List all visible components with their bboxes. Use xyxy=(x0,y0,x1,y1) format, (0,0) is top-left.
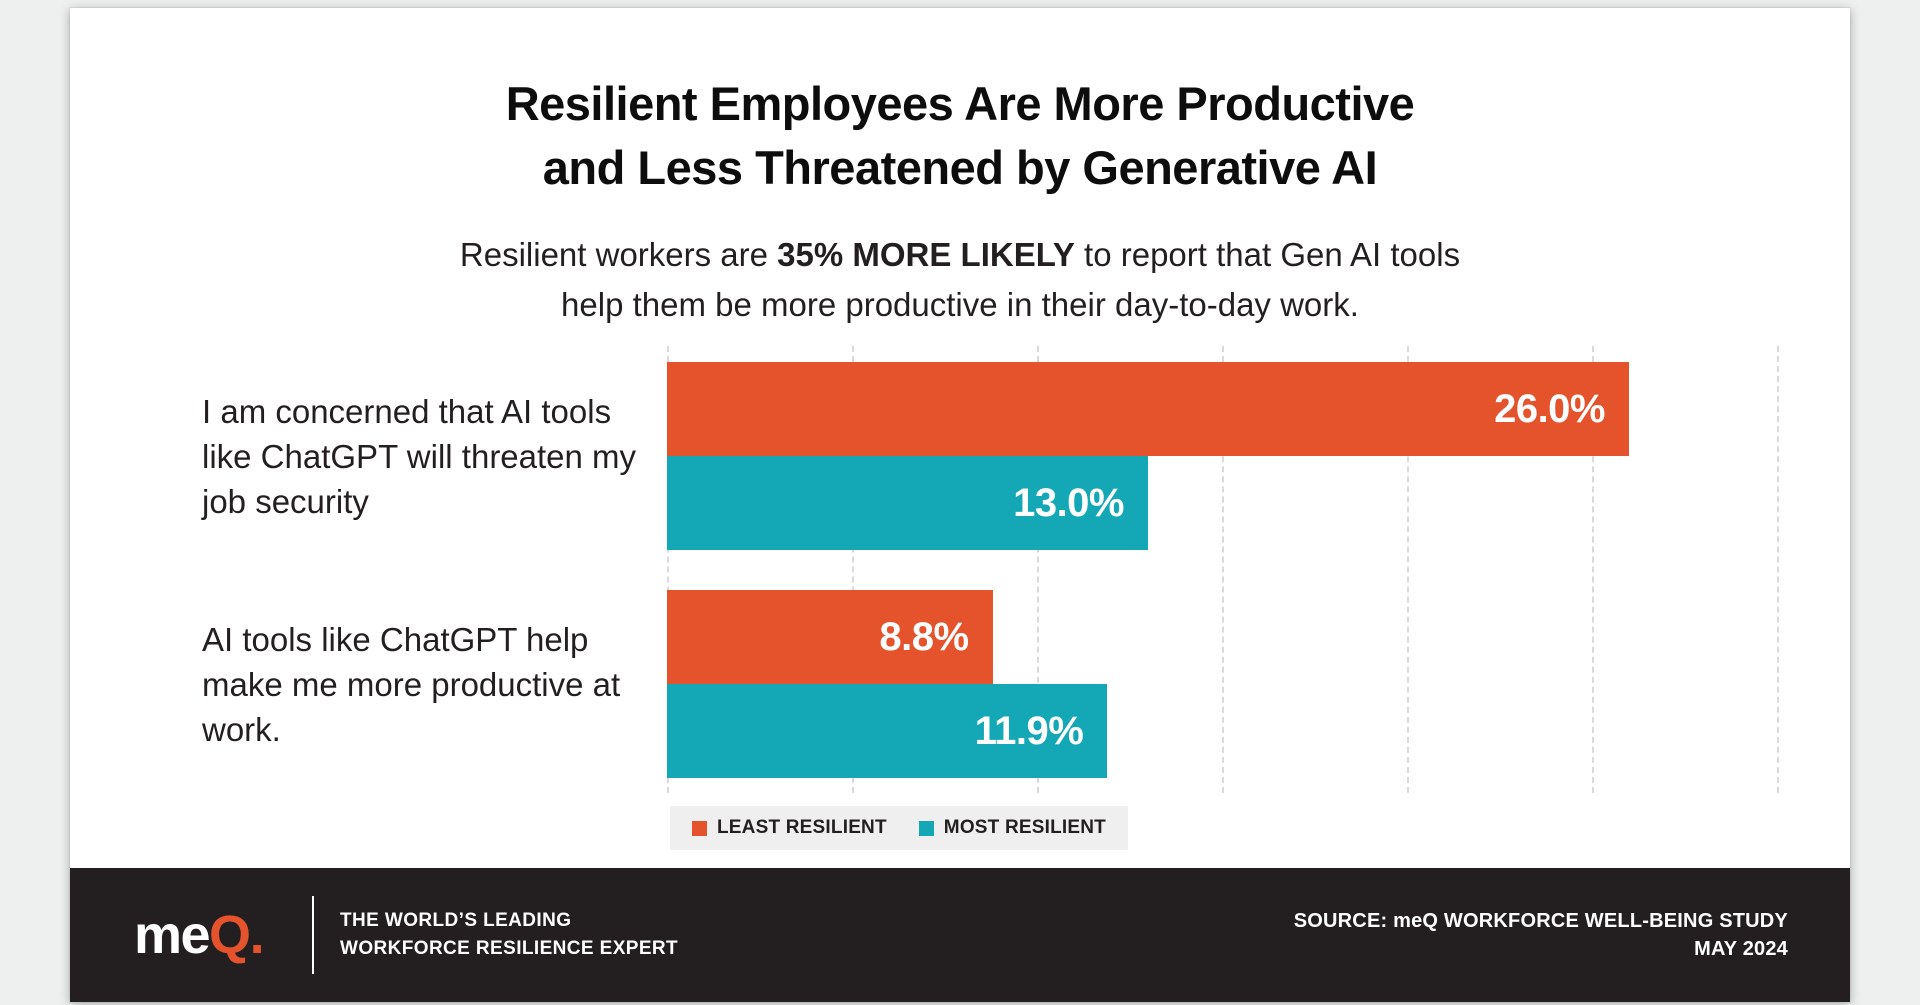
bar-value-label: 26.0% xyxy=(1494,386,1605,431)
gridline xyxy=(1037,346,1039,793)
footer-divider xyxy=(312,896,314,974)
tagline-line1: THE WORLD’S LEADING xyxy=(340,910,572,931)
chart-subtitle: Resilient workers are 35% MORE LIKELY to… xyxy=(70,230,1850,330)
infographic-card: Resilient Employees Are More Productive a… xyxy=(70,8,1850,1002)
subtitle-highlight: 35% MORE LIKELY xyxy=(777,236,1075,273)
chart-title-line2: and Less Threatened by Generative AI xyxy=(542,141,1378,194)
logo-q: Q xyxy=(209,905,251,965)
bar-least-resilient: 26.0% xyxy=(667,362,1629,456)
source-attribution: SOURCE: meQ WORKFORCE WELL-BEING STUDY MA… xyxy=(1294,907,1788,963)
category-label: AI tools like ChatGPT help make me more p… xyxy=(202,620,621,748)
tagline-line2: WORKFORCE RESILIENCE EXPERT xyxy=(340,938,679,959)
legend-swatch xyxy=(918,820,934,836)
category-label: I am concerned that AI tools like ChatGPT… xyxy=(202,392,637,520)
legend-label: LEAST RESILIENT xyxy=(717,817,887,838)
gridline xyxy=(852,346,854,793)
logo-me: me xyxy=(134,905,211,965)
bar-value-label: 11.9% xyxy=(974,708,1084,753)
gridline xyxy=(1407,346,1409,793)
subtitle-suffix: to report that Gen AI tools xyxy=(1074,236,1461,273)
chart-legend: LEAST RESILIENT MOST RESILIENT xyxy=(670,806,1128,850)
gridline xyxy=(1592,346,1594,793)
meq-logo: meQ. xyxy=(134,904,265,966)
bar-least-resilient: 8.8% xyxy=(667,590,993,684)
source-line1: SOURCE: meQ WORKFORCE WELL-BEING STUDY xyxy=(1293,910,1788,932)
chart-title-line1: Resilient Employees Are More Productive xyxy=(505,77,1415,130)
bar-most-resilient: 11.9% xyxy=(667,684,1108,778)
gridline xyxy=(667,346,669,793)
gridline xyxy=(1777,346,1779,793)
legend-swatch xyxy=(692,820,707,836)
legend-label: MOST RESILIENT xyxy=(943,817,1106,838)
chart-title: Resilient Employees Are More Productive a… xyxy=(70,72,1850,200)
bar-value-label: 13.0% xyxy=(1013,480,1124,525)
bar-value-label: 8.8% xyxy=(879,614,969,659)
footer-bar: meQ. THE WORLD’S LEADING WORKFORCE RESILI… xyxy=(70,868,1850,1002)
source-line2: MAY 2024 xyxy=(1694,938,1788,960)
bar-most-resilient: 13.0% xyxy=(667,456,1148,550)
footer-tagline: THE WORLD’S LEADING WORKFORCE RESILIENCE … xyxy=(340,907,678,963)
legend-item-most-resilient: MOST RESILIENT xyxy=(918,817,1106,839)
subtitle-prefix: Resilient workers are xyxy=(459,236,778,273)
subtitle-line2: help them be more productive in their da… xyxy=(561,286,1359,323)
gridline xyxy=(1222,346,1224,793)
plot-area: 26.0% 13.0% 8.8% 11.9% xyxy=(667,346,1779,793)
logo-dot: . xyxy=(249,905,265,965)
legend-item-least-resilient: LEAST RESILIENT xyxy=(692,817,887,839)
